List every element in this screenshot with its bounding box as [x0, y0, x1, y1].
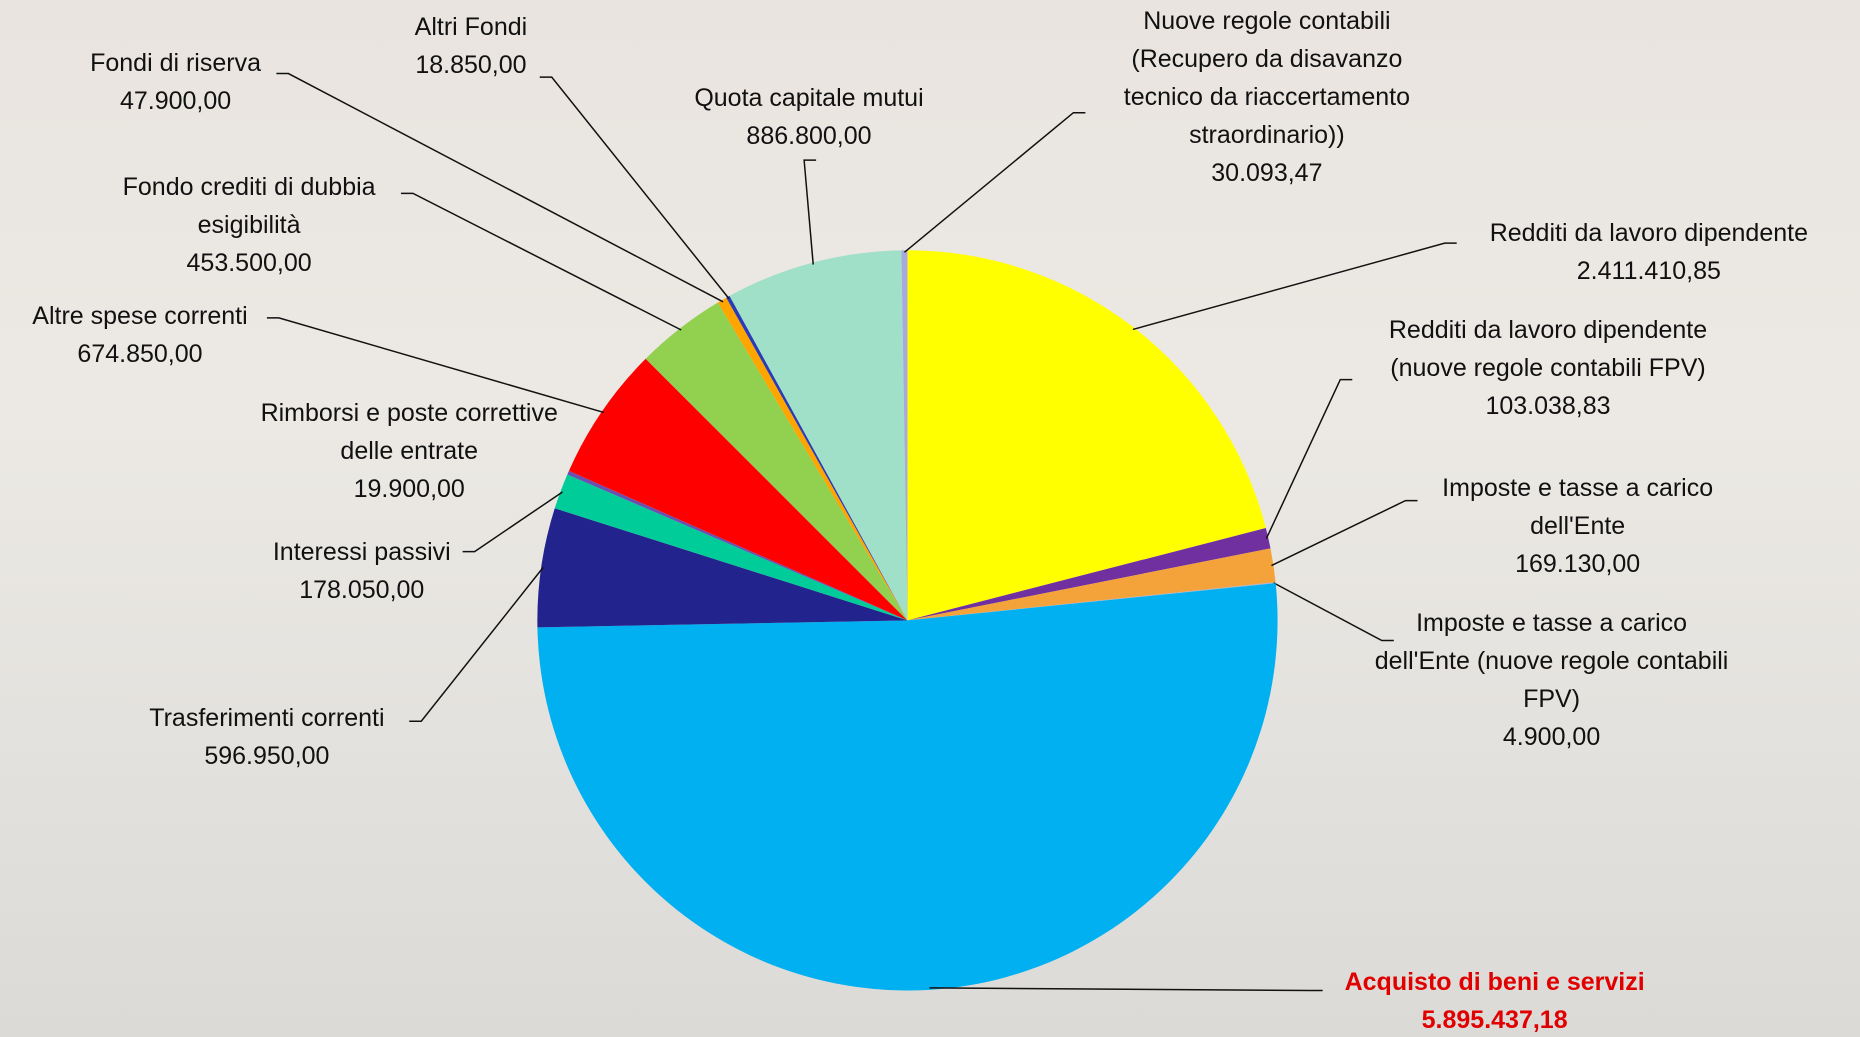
slice-name: Nuove regole contabili (Recupero da disa… [1089, 2, 1445, 154]
leader-line [929, 988, 1322, 991]
leader-line [804, 160, 816, 264]
slice-value: 19.900,00 [249, 470, 569, 508]
pie-slice [537, 583, 1277, 990]
slice-value: 30.093,47 [1089, 154, 1445, 192]
slice-value: 453.500,00 [89, 244, 409, 282]
chart: Redditi da lavoro dipendente2.411.410,85… [0, 0, 1860, 1037]
slice-name: Interessi passivi [243, 533, 480, 571]
slice-value: 2.411.410,85 [1447, 252, 1850, 290]
slice-value: 4.900,00 [1374, 718, 1730, 756]
slice-name: Fondo crediti di dubbia esigibilità [89, 168, 409, 244]
slice-value: 5.895.437,18 [1299, 1001, 1690, 1037]
slice-value: 886.800,00 [655, 117, 963, 155]
slice-value: 169.130,00 [1400, 545, 1756, 583]
slice-name: Redditi da lavoro dipendente (nuove rego… [1352, 311, 1743, 387]
slice-name: Imposte e tasse a carico dell'Ente (nuov… [1374, 604, 1730, 718]
slice-value: 596.950,00 [113, 737, 421, 775]
slice-label: Nuove regole contabili (Recupero da disa… [1089, 2, 1445, 192]
slice-name: Altre spese correnti [0, 297, 282, 335]
slice-name: Trasferimenti correnti [113, 699, 421, 737]
slice-name: Rimborsi e poste correttive delle entrat… [249, 394, 569, 470]
slice-value: 178.050,00 [243, 571, 480, 609]
slice-name: Fondi di riserva [57, 44, 294, 82]
leader-line [401, 193, 681, 330]
slice-name: Redditi da lavoro dipendente [1447, 214, 1850, 252]
leader-line [1271, 501, 1417, 566]
slice-label: Redditi da lavoro dipendente (nuove rego… [1352, 311, 1743, 425]
slice-label: Rimborsi e poste correttive delle entrat… [249, 394, 569, 508]
slice-value: 674.850,00 [0, 335, 282, 373]
slice-value: 103.038,83 [1352, 387, 1743, 425]
slice-name: Altri Fondi [388, 8, 554, 46]
slice-name: Imposte e tasse a carico dell'Ente [1400, 469, 1756, 545]
slice-value: 47.900,00 [57, 82, 294, 120]
slice-name: Acquisto di beni e servizi [1299, 963, 1690, 1001]
slice-value: 18.850,00 [388, 46, 554, 84]
leader-line [1266, 380, 1352, 539]
slice-name: Quota capitale mutui [655, 79, 963, 117]
slice-label: Imposte e tasse a carico dell'Ente (nuov… [1374, 604, 1730, 756]
